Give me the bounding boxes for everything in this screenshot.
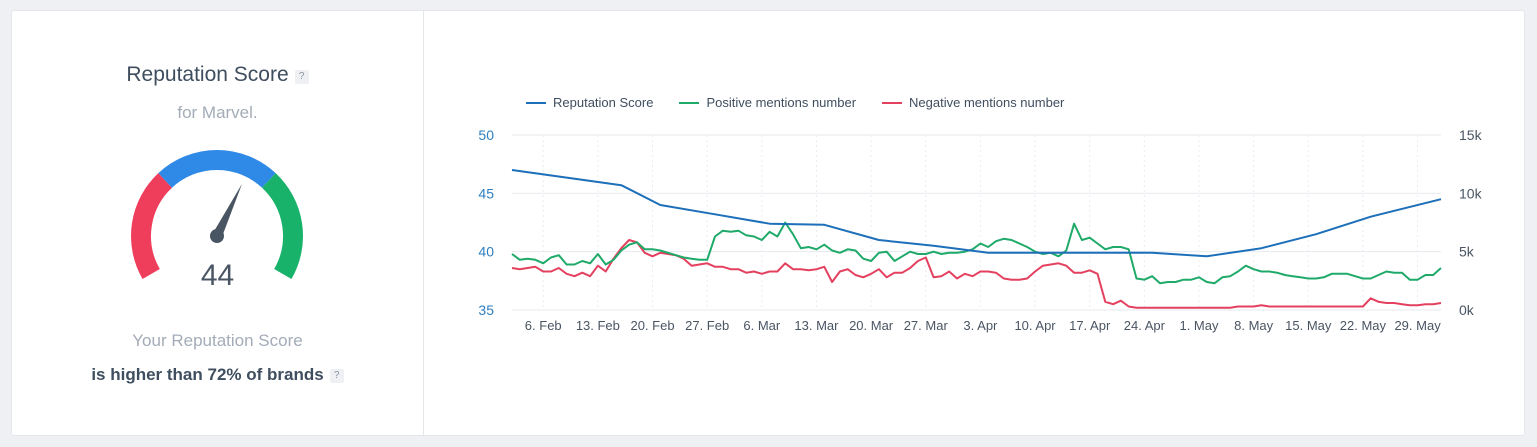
y-right-tick-label: 15k xyxy=(1459,127,1483,143)
legend-label: Positive mentions number xyxy=(706,95,857,110)
brand-subtitle: for Marvel. xyxy=(177,103,258,122)
x-tick-label: 13. Mar xyxy=(794,318,839,333)
panel-title: Reputation Score xyxy=(126,63,289,86)
gauge-needle-pointer xyxy=(212,183,243,239)
title-row: Reputation Score? xyxy=(12,63,423,87)
score-comparison-text: is higher than 72% of brands xyxy=(91,365,324,384)
y-left-tick-label: 40 xyxy=(478,244,494,260)
y-left-tick-label: 50 xyxy=(478,127,494,143)
gauge-arc-high xyxy=(261,173,303,279)
y-right-tick-label: 5k xyxy=(1459,244,1475,260)
chart-gridlines xyxy=(512,134,1441,311)
reputation-chart: Reputation Score Positive mentions numbe… xyxy=(424,11,1524,435)
legend-item-negative-mentions[interactable]: Negative mentions number xyxy=(882,95,1064,110)
y-right-tick-label: 10k xyxy=(1459,185,1483,201)
x-tick-label: 6. Feb xyxy=(525,318,562,333)
help-icon[interactable]: ? xyxy=(294,69,309,84)
reputation-card: Reputation Score? for Marvel. 44 Your Re… xyxy=(11,10,1525,436)
x-tick-label: 17. Apr xyxy=(1069,318,1111,333)
x-tick-label: 29. May xyxy=(1394,318,1441,333)
x-tick-label: 10. Apr xyxy=(1014,318,1056,333)
x-tick-label: 3. Apr xyxy=(963,318,998,333)
x-tick-label: 20. Feb xyxy=(630,318,674,333)
y-left-tick-label: 45 xyxy=(478,185,494,201)
series-line-reputation-score[interactable] xyxy=(511,169,1442,258)
series-line-negative-mentions-number[interactable] xyxy=(511,239,1442,309)
chart-legend: Reputation Score Positive mentions numbe… xyxy=(526,95,1064,110)
legend-swatch xyxy=(679,101,700,104)
legend-item-positive-mentions[interactable]: Positive mentions number xyxy=(679,95,856,110)
y-left-tick-label: 35 xyxy=(478,302,494,318)
gauge-arc-mid xyxy=(158,150,276,188)
x-tick-label: 6. Mar xyxy=(743,318,781,333)
x-tick-label: 22. May xyxy=(1340,318,1387,333)
help-icon[interactable]: ? xyxy=(329,368,344,383)
score-description-label: Your Reputation Score xyxy=(132,331,303,350)
x-tick-label: 24. Apr xyxy=(1124,318,1166,333)
legend-item-reputation-score[interactable]: Reputation Score xyxy=(526,95,653,110)
legend-swatch xyxy=(882,101,903,104)
gauge-needle-hub xyxy=(210,229,224,243)
score-gauge xyxy=(131,150,303,279)
y-right-tick-label: 0k xyxy=(1459,302,1475,318)
reputation-score-panel: Reputation Score? for Marvel. 44 Your Re… xyxy=(12,11,424,435)
gauge-arc-low xyxy=(131,173,173,279)
legend-swatch xyxy=(526,101,546,104)
score-comparison-row: is higher than 72% of brands? xyxy=(12,365,423,385)
line-chart-svg: 35 40 45 50 0k 5k 10k 15k 6. Feb 13. Feb 20. Feb 27… xyxy=(478,127,1483,333)
x-tick-label: 20. Mar xyxy=(849,318,894,333)
x-tick-label: 1. May xyxy=(1179,318,1219,333)
series-line-positive-mentions-number[interactable] xyxy=(511,221,1442,285)
x-tick-label: 8. May xyxy=(1234,318,1274,333)
x-tick-label: 27. Mar xyxy=(904,318,949,333)
x-tick-label: 15. May xyxy=(1285,318,1332,333)
x-tick-label: 27. Feb xyxy=(685,318,729,333)
score-value: 44 xyxy=(200,259,235,292)
legend-label: Negative mentions number xyxy=(909,95,1065,110)
gauge-needle xyxy=(210,183,243,243)
x-tick-label: 13. Feb xyxy=(576,318,620,333)
legend-label: Reputation Score xyxy=(553,95,654,110)
